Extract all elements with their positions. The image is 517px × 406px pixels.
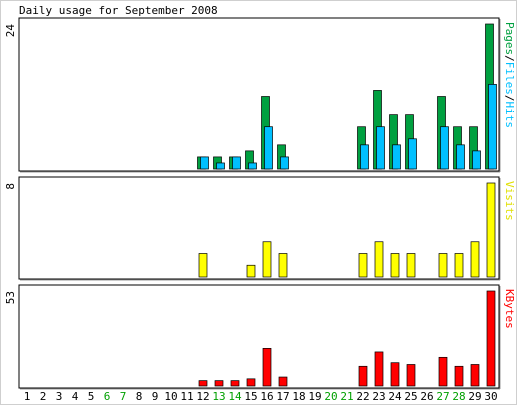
bar-files-hits-day-14	[232, 156, 241, 170]
bar-visits-day-27	[438, 253, 448, 278]
panel-visits-frame	[18, 176, 500, 280]
bar-files-hits-day-27	[440, 126, 449, 170]
x-tick-label-day-11: 11	[180, 390, 193, 403]
legend-item-hits-3: /	[503, 95, 516, 102]
panel-hits-max-label: 24	[4, 24, 17, 38]
panel-kbytes-legend: KBytes	[503, 289, 516, 329]
x-tick-label-day-10: 10	[164, 390, 177, 403]
bar-files-hits-day-24	[392, 144, 401, 170]
bar-visits-day-23	[374, 241, 384, 278]
panel-kbytes-frame	[18, 284, 500, 389]
bar-kbytes-day-25	[406, 364, 416, 387]
x-tick-label-day-26: 26	[420, 390, 433, 403]
chart-title: Daily usage for September 2008	[19, 4, 218, 17]
bar-kbytes-day-30	[486, 290, 496, 387]
bar-kbytes-day-13	[214, 380, 224, 387]
x-tick-label-day-7: 7	[120, 390, 127, 403]
legend-item-visits-0: Visits	[503, 181, 516, 221]
bar-kbytes-day-17	[278, 376, 288, 387]
bar-kbytes-day-28	[454, 365, 464, 387]
bar-kbytes-day-14	[230, 380, 240, 387]
x-tick-label-day-30: 30	[484, 390, 497, 403]
panel-hits-legend: Pages/Files/Hits	[503, 22, 516, 128]
x-tick-label-day-3: 3	[56, 390, 63, 403]
bar-visits-day-12	[198, 253, 208, 278]
bar-files-hits-day-16	[264, 126, 273, 170]
bar-kbytes-day-22	[358, 365, 368, 387]
bar-files-hits-day-25	[408, 138, 417, 170]
bar-files-hits-day-17	[280, 156, 289, 170]
x-tick-label-day-27: 27	[436, 390, 449, 403]
bar-files-hits-day-30	[488, 84, 497, 170]
bar-files-hits-day-23	[376, 126, 385, 170]
bar-kbytes-day-27	[438, 356, 448, 387]
x-tick-label-day-21: 21	[340, 390, 353, 403]
panel-hits-frame	[18, 17, 500, 172]
x-tick-label-day-4: 4	[72, 390, 79, 403]
bar-visits-day-16	[262, 241, 272, 278]
x-tick-label-day-16: 16	[260, 390, 273, 403]
x-tick-label-day-17: 17	[276, 390, 289, 403]
bar-files-hits-day-13	[216, 162, 225, 170]
x-tick-label-day-12: 12	[196, 390, 209, 403]
x-tick-label-day-6: 6	[104, 390, 111, 403]
panel-kbytes-max-label: 53	[4, 291, 17, 304]
x-tick-label-day-20: 20	[324, 390, 337, 403]
legend-item-hits-4: Hits	[503, 102, 516, 129]
x-tick-label-day-14: 14	[228, 390, 242, 403]
bar-kbytes-day-16	[262, 348, 272, 387]
x-tick-label-day-28: 28	[452, 390, 465, 403]
x-tick-label-day-8: 8	[136, 390, 143, 403]
panel-visits-max-label: 8	[4, 183, 17, 190]
x-tick-label-day-1: 1	[24, 390, 31, 403]
bar-files-hits-day-12	[200, 156, 209, 170]
x-tick-label-day-2: 2	[40, 390, 47, 403]
legend-item-hits-1: /	[503, 55, 516, 62]
x-tick-label-day-19: 19	[308, 390, 321, 403]
bar-visits-day-25	[406, 253, 416, 278]
bar-kbytes-day-12	[198, 380, 208, 387]
legend-item-kbytes-0: KBytes	[503, 289, 516, 329]
bar-files-hits-day-22	[360, 144, 369, 170]
bar-files-hits-day-28	[456, 144, 465, 170]
x-tick-label-day-18: 18	[292, 390, 305, 403]
panel-visits-legend: Visits	[503, 181, 516, 221]
x-tick-label-day-9: 9	[152, 390, 159, 403]
bar-visits-day-30	[486, 182, 496, 278]
bar-files-hits-day-29	[472, 150, 481, 170]
bar-visits-day-29	[470, 241, 480, 278]
x-tick-label-day-29: 29	[468, 390, 481, 403]
bar-kbytes-day-29	[470, 364, 480, 387]
x-tick-label-day-22: 22	[356, 390, 369, 403]
bar-files-hits-day-15	[248, 162, 257, 170]
x-tick-label-day-25: 25	[404, 390, 417, 403]
bar-kbytes-day-15	[246, 378, 256, 387]
x-tick-label-day-15: 15	[244, 390, 257, 403]
bar-kbytes-day-24	[390, 362, 400, 387]
x-tick-label-day-13: 13	[212, 390, 225, 403]
x-tick-label-day-23: 23	[372, 390, 385, 403]
bar-visits-day-17	[278, 253, 288, 278]
bar-visits-day-22	[358, 253, 368, 278]
bar-visits-day-15	[246, 264, 256, 278]
bar-visits-day-24	[390, 253, 400, 278]
x-tick-label-day-5: 5	[88, 390, 95, 403]
bar-visits-day-28	[454, 253, 464, 278]
legend-item-hits-0: Pages	[503, 22, 516, 55]
legend-item-hits-2: Files	[503, 62, 516, 95]
bar-kbytes-day-23	[374, 351, 384, 387]
x-tick-label-day-24: 24	[388, 390, 402, 403]
